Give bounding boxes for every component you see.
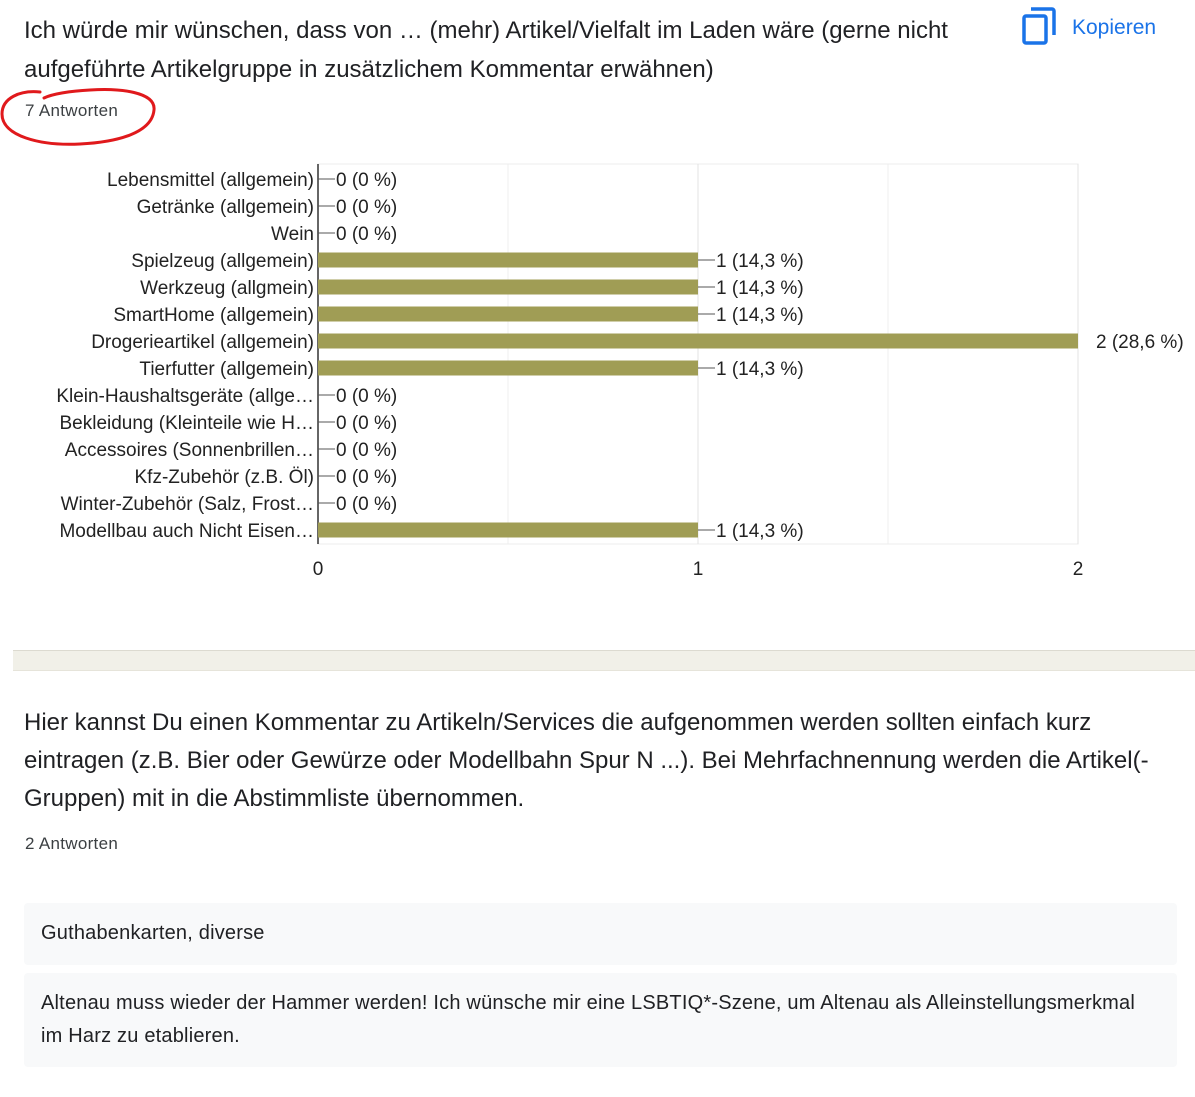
data-label: 1 (14,3 %) <box>716 251 804 272</box>
bar[interactable] <box>318 522 698 538</box>
category-label: Bekleidung (Kleinteile wie H… <box>59 413 314 434</box>
data-label: 0 (0 %) <box>336 413 397 434</box>
data-label: 0 (0 %) <box>336 440 397 461</box>
x-tick-label: 2 <box>1073 559 1084 580</box>
data-label: 2 (28,6 %) <box>1096 332 1184 353</box>
data-label: 0 (0 %) <box>336 224 397 245</box>
answer-item: Altenau muss wieder der Hammer werden! I… <box>24 973 1177 1067</box>
data-label: 0 (0 %) <box>336 170 397 191</box>
category-label: Wein <box>271 224 314 245</box>
category-label: Klein-Haushaltsgeräte (allge… <box>56 386 314 407</box>
category-label: Kfz-Zubehör (z.B. Öl) <box>135 467 315 488</box>
bar[interactable] <box>318 306 698 322</box>
category-label: Drogerieartikel (allgemein) <box>91 332 314 353</box>
category-label: SmartHome (allgemein) <box>113 305 314 326</box>
question2-title: Hier kannst Du einen Kommentar zu Artike… <box>24 709 1149 812</box>
bar[interactable] <box>318 279 698 295</box>
x-tick-label: 1 <box>693 559 704 580</box>
bar-chart: Lebensmittel (allgemein) Getränke (allgem… <box>56 163 1184 580</box>
category-label: Winter-Zubehör (Salz, Frost… <box>61 494 314 515</box>
data-label: 0 (0 %) <box>336 494 397 515</box>
data-label: 0 (0 %) <box>336 386 397 407</box>
copy-icon <box>1022 6 1056 50</box>
question1-title: Ich würde mir wünschen, dass von … (mehr… <box>24 17 948 83</box>
data-label: 1 (14,3 %) <box>716 278 804 299</box>
data-label: 1 (14,3 %) <box>716 305 804 326</box>
answer-item: Guthabenkarten, diverse <box>24 903 1177 965</box>
copy-label: Kopieren <box>1072 16 1157 39</box>
x-tick-label: 0 <box>313 559 324 580</box>
section-divider <box>13 650 1195 671</box>
data-label: 0 (0 %) <box>336 467 397 488</box>
data-label: 1 (14,3 %) <box>716 359 804 380</box>
category-label: Modellbau auch Nicht Eisen… <box>59 521 314 542</box>
category-label: Werkzeug (allgmein) <box>140 278 314 299</box>
category-label: Tierfutter (allgemein) <box>139 359 314 380</box>
data-label: 1 (14,3 %) <box>716 521 804 542</box>
category-label: Lebensmittel (allgemein) <box>107 170 314 191</box>
copy-button[interactable]: Kopieren <box>1022 6 1182 50</box>
category-label: Spielzeug (allgemein) <box>131 251 314 272</box>
bar[interactable] <box>318 360 698 376</box>
bar[interactable] <box>318 252 698 268</box>
response-count: 7 Antworten <box>25 101 119 120</box>
bar[interactable] <box>318 333 1078 349</box>
category-label: Getränke (allgemein) <box>137 197 314 218</box>
response-count: 2 Antworten <box>25 834 119 853</box>
data-label: 0 (0 %) <box>336 197 397 218</box>
category-label: Accessoires (Sonnenbrillen… <box>65 440 314 461</box>
